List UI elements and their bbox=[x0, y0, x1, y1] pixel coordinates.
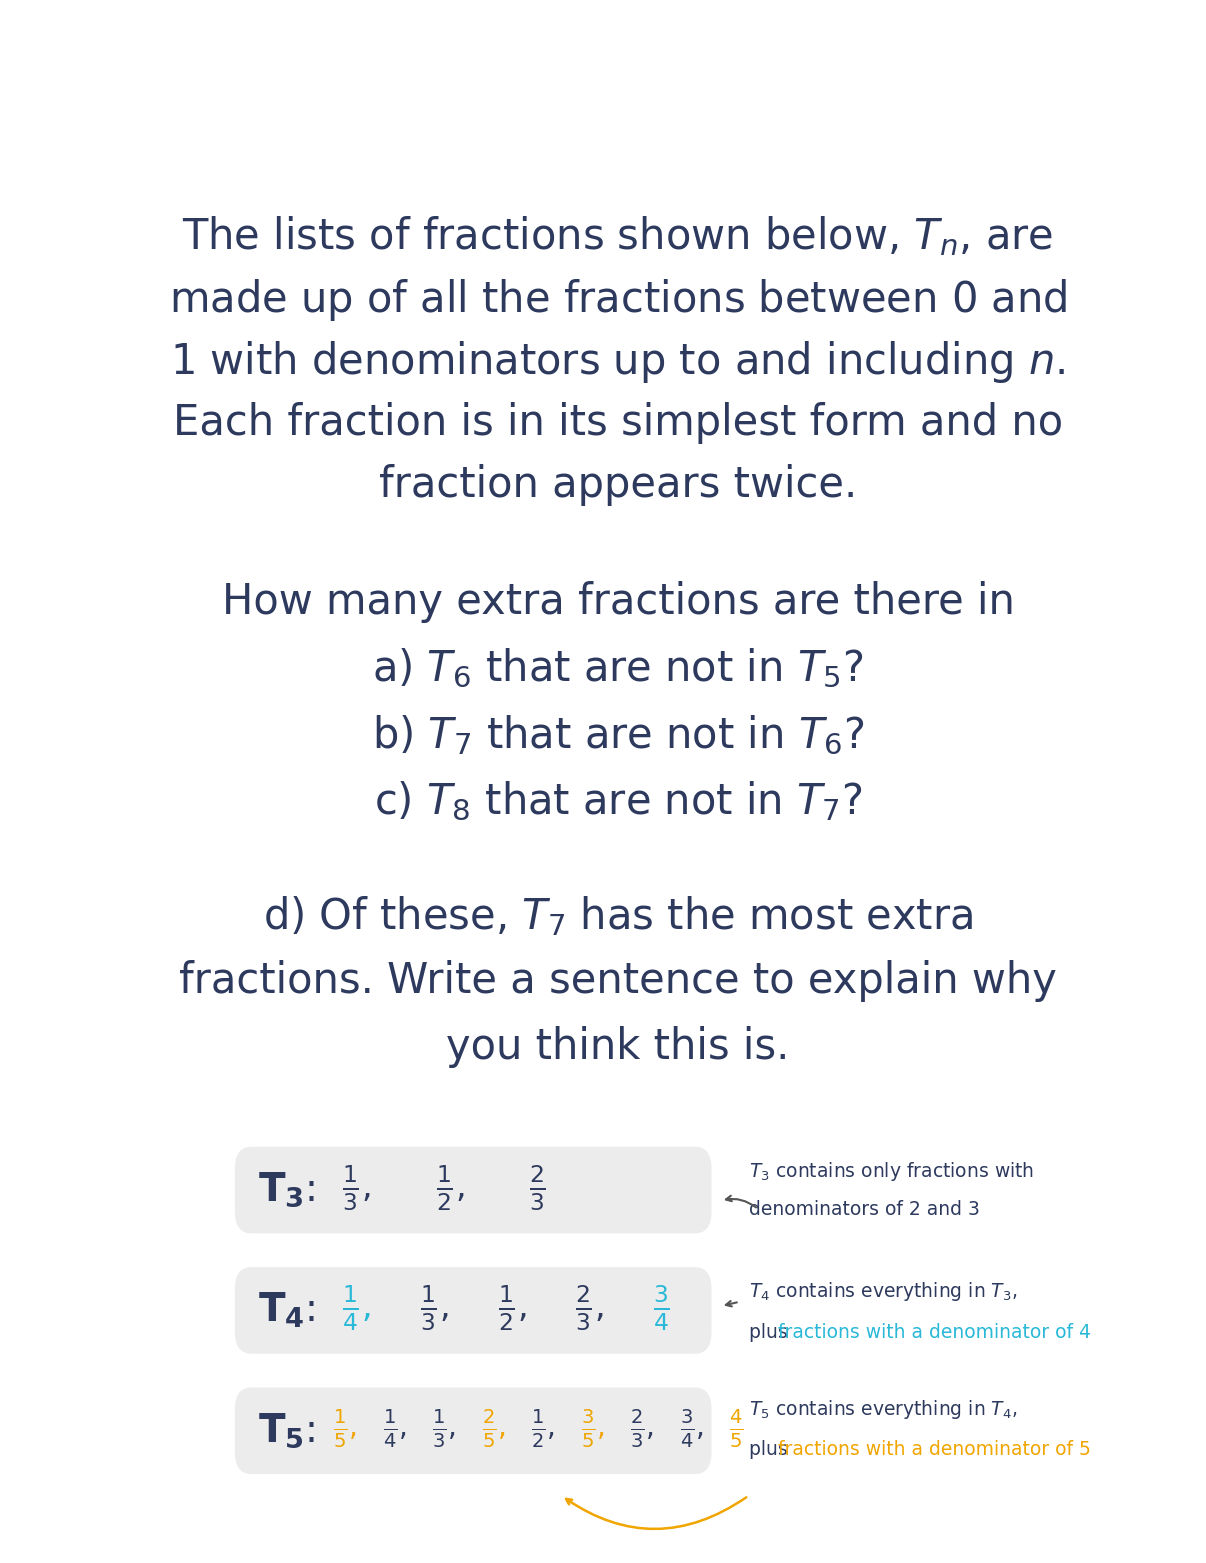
Text: $\frac{4}{5}$: $\frac{4}{5}$ bbox=[730, 1408, 744, 1450]
Text: $\frac{3}{4}$: $\frac{3}{4}$ bbox=[652, 1283, 669, 1333]
Text: $\frac{2}{3}$,: $\frac{2}{3}$, bbox=[575, 1283, 603, 1333]
Text: $\mathbf{T_4}$:: $\mathbf{T_4}$: bbox=[258, 1291, 316, 1330]
Text: fraction appears twice.: fraction appears twice. bbox=[379, 464, 857, 506]
Text: $\frac{1}{3}$,: $\frac{1}{3}$, bbox=[420, 1283, 449, 1333]
Text: $\frac{1}{2}$,: $\frac{1}{2}$, bbox=[435, 1163, 464, 1213]
Text: $\frac{1}{2}$,: $\frac{1}{2}$, bbox=[531, 1408, 555, 1450]
Text: $T_4$ contains everything in $T_3$,: $T_4$ contains everything in $T_3$, bbox=[749, 1280, 1018, 1304]
Text: a) $T_6$ that are not in $T_5$?: a) $T_6$ that are not in $T_5$? bbox=[373, 647, 863, 691]
Text: $\frac{1}{3}$,: $\frac{1}{3}$, bbox=[343, 1163, 370, 1213]
Text: How many extra fractions are there in: How many extra fractions are there in bbox=[222, 581, 1014, 624]
Text: $\frac{2}{3}$: $\frac{2}{3}$ bbox=[529, 1163, 546, 1213]
Text: $\frac{3}{5}$,: $\frac{3}{5}$, bbox=[581, 1408, 604, 1450]
FancyBboxPatch shape bbox=[235, 1147, 712, 1233]
Text: plus: plus bbox=[749, 1441, 794, 1460]
Text: made up of all the fractions between $0$ and: made up of all the fractions between $0$… bbox=[169, 277, 1067, 322]
Text: $\frac{1}{4}$,: $\frac{1}{4}$, bbox=[343, 1283, 370, 1333]
Text: c) $T_8$ that are not in $T_7$?: c) $T_8$ that are not in $T_7$? bbox=[374, 780, 862, 822]
Text: $T_3$ contains only fractions with: $T_3$ contains only fractions with bbox=[749, 1160, 1034, 1183]
Text: $T_5$ contains everything in $T_4$,: $T_5$ contains everything in $T_4$, bbox=[749, 1397, 1018, 1421]
Text: $\frac{2}{5}$,: $\frac{2}{5}$, bbox=[481, 1408, 505, 1450]
Text: plus: plus bbox=[749, 1322, 794, 1341]
Text: $\frac{1}{3}$,: $\frac{1}{3}$, bbox=[432, 1408, 456, 1450]
Text: denominators of 2 and 3: denominators of 2 and 3 bbox=[749, 1200, 979, 1219]
Text: $\frac{1}{4}$,: $\frac{1}{4}$, bbox=[382, 1408, 406, 1450]
FancyBboxPatch shape bbox=[235, 1268, 712, 1354]
Text: b) $T_7$ that are not in $T_6$?: b) $T_7$ that are not in $T_6$? bbox=[371, 713, 865, 756]
Text: fractions with a denominator of 5: fractions with a denominator of 5 bbox=[778, 1441, 1090, 1460]
Text: $\frac{3}{4}$,: $\frac{3}{4}$, bbox=[680, 1408, 704, 1450]
Text: fractions. Write a sentence to explain why: fractions. Write a sentence to explain w… bbox=[180, 960, 1056, 1002]
Text: $\mathbf{T_5}$:: $\mathbf{T_5}$: bbox=[258, 1411, 316, 1450]
Text: 1 with denominators up to and including $n$.: 1 with denominators up to and including … bbox=[170, 339, 1066, 384]
FancyBboxPatch shape bbox=[235, 1388, 712, 1474]
Text: fractions with a denominator of 4: fractions with a denominator of 4 bbox=[778, 1322, 1091, 1341]
Text: $\frac{2}{3}$,: $\frac{2}{3}$, bbox=[631, 1408, 654, 1450]
Text: d) Of these, $T_7$ has the most extra: d) Of these, $T_7$ has the most extra bbox=[263, 894, 973, 938]
Text: $\frac{1}{5}$,: $\frac{1}{5}$, bbox=[333, 1408, 357, 1450]
Text: $\mathbf{T_3}$:: $\mathbf{T_3}$: bbox=[258, 1171, 316, 1210]
Text: $\frac{1}{2}$,: $\frac{1}{2}$, bbox=[498, 1283, 526, 1333]
Text: The lists of fractions shown below, $T_n$, are: The lists of fractions shown below, $T_n… bbox=[182, 214, 1054, 258]
Text: Each fraction is in its simplest form and no: Each fraction is in its simplest form an… bbox=[172, 402, 1064, 444]
Text: you think this is.: you think this is. bbox=[446, 1027, 790, 1069]
